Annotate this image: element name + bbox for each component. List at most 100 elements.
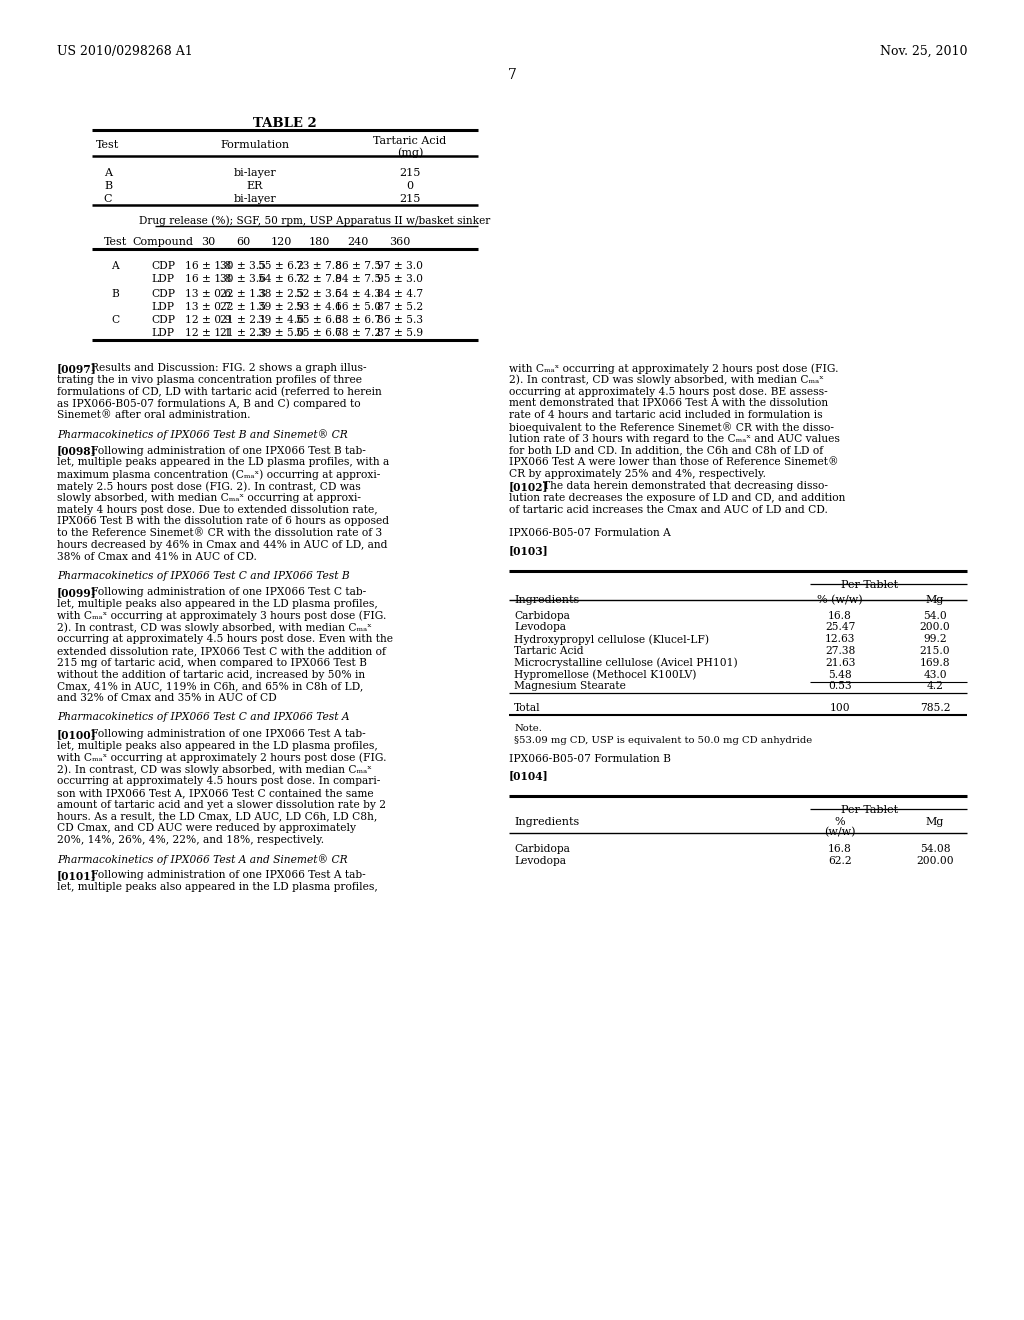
Text: 120: 120 <box>270 238 292 247</box>
Text: let, multiple peaks also appeared in the LD plasma profiles,: let, multiple peaks also appeared in the… <box>57 882 378 892</box>
Text: IPX066 Test A were lower than those of Reference Sinemet®: IPX066 Test A were lower than those of R… <box>509 458 839 467</box>
Text: 84 ± 4.7: 84 ± 4.7 <box>377 289 423 300</box>
Text: Total: Total <box>514 704 541 713</box>
Text: 12.63: 12.63 <box>824 635 855 644</box>
Text: 215.0: 215.0 <box>920 645 950 656</box>
Text: trating the in vivo plasma concentration profiles of three: trating the in vivo plasma concentration… <box>57 375 362 385</box>
Text: [0097]: [0097] <box>57 363 97 374</box>
Text: 21.63: 21.63 <box>824 657 855 668</box>
Text: Drug release (%); SGF, 50 rpm, USP Apparatus II w/basket sinker: Drug release (%); SGF, 50 rpm, USP Appar… <box>139 215 490 226</box>
Text: 16.8: 16.8 <box>828 843 852 854</box>
Text: 43.0: 43.0 <box>924 669 947 680</box>
Text: Pharmacokinetics of IPX066 Test C and IPX066 Test B: Pharmacokinetics of IPX066 Test C and IP… <box>57 570 349 581</box>
Text: 39 ± 2.9: 39 ± 2.9 <box>258 302 304 312</box>
Text: Microcrystalline cellulose (Avicel PH101): Microcrystalline cellulose (Avicel PH101… <box>514 657 737 668</box>
Text: %: % <box>835 817 846 828</box>
Text: 54 ± 6.3: 54 ± 6.3 <box>258 275 304 284</box>
Text: CDP: CDP <box>151 261 175 271</box>
Text: A: A <box>104 168 112 178</box>
Text: let, multiple peaks appeared in the LD plasma profiles, with a: let, multiple peaks appeared in the LD p… <box>57 458 389 467</box>
Text: slowly absorbed, with median Cₘₐˣ occurring at approxi-: slowly absorbed, with median Cₘₐˣ occurr… <box>57 492 361 503</box>
Text: 27.38: 27.38 <box>824 645 855 656</box>
Text: LDP: LDP <box>152 327 174 338</box>
Text: amount of tartaric acid and yet a slower dissolution rate by 2: amount of tartaric acid and yet a slower… <box>57 800 386 809</box>
Text: and 32% of Cmax and 35% in AUC of CD: and 32% of Cmax and 35% in AUC of CD <box>57 693 276 704</box>
Text: 68 ± 6.7: 68 ± 6.7 <box>335 315 381 325</box>
Text: Pharmacokinetics of IPX066 Test A and Sinemet® CR: Pharmacokinetics of IPX066 Test A and Si… <box>57 854 347 865</box>
Text: with Cₘₐˣ occurring at approximately 3 hours post dose (FIG.: with Cₘₐˣ occurring at approximately 3 h… <box>57 611 386 622</box>
Text: 20%, 14%, 26%, 4%, 22%, and 18%, respectively.: 20%, 14%, 26%, 4%, 22%, and 18%, respect… <box>57 836 325 845</box>
Text: [0102]: [0102] <box>509 480 549 492</box>
Text: 95 ± 3.0: 95 ± 3.0 <box>377 275 423 284</box>
Text: Compound: Compound <box>132 238 194 247</box>
Text: 72 ± 7.9: 72 ± 7.9 <box>296 275 342 284</box>
Text: occurring at approximately 4.5 hours post dose. Even with the: occurring at approximately 4.5 hours pos… <box>57 635 393 644</box>
Text: 54.08: 54.08 <box>920 843 950 854</box>
Text: 55 ± 6.7: 55 ± 6.7 <box>296 327 342 338</box>
Text: 30 ± 3.5: 30 ± 3.5 <box>220 261 266 271</box>
Text: Cmax, 41% in AUC, 119% in C6h, and 65% in C8h of LD,: Cmax, 41% in AUC, 119% in C6h, and 65% i… <box>57 681 364 692</box>
Text: 25.47: 25.47 <box>824 623 855 632</box>
Text: 38 ± 2.5: 38 ± 2.5 <box>258 289 304 300</box>
Text: 97 ± 3.0: 97 ± 3.0 <box>377 261 423 271</box>
Text: 4.2: 4.2 <box>927 681 943 692</box>
Text: 39 ± 5.0: 39 ± 5.0 <box>258 327 304 338</box>
Text: Mg: Mg <box>926 817 944 828</box>
Text: 84 ± 7.5: 84 ± 7.5 <box>335 275 381 284</box>
Text: 53 ± 4.1: 53 ± 4.1 <box>296 302 342 312</box>
Text: 215 mg of tartaric acid, when compared to IPX066 Test B: 215 mg of tartaric acid, when compared t… <box>57 657 367 668</box>
Text: Tartaric Acid: Tartaric Acid <box>514 645 584 656</box>
Text: bi-layer: bi-layer <box>233 194 276 205</box>
Text: B: B <box>112 289 119 300</box>
Text: 16 ± 1.8: 16 ± 1.8 <box>184 261 231 271</box>
Text: CDP: CDP <box>151 289 175 300</box>
Text: for both LD and CD. In addition, the C6h and C8h of LD of: for both LD and CD. In addition, the C6h… <box>509 446 823 455</box>
Text: Following administration of one IPX066 Test C tab-: Following administration of one IPX066 T… <box>91 587 367 597</box>
Text: Note.: Note. <box>514 725 542 733</box>
Text: B: B <box>104 181 112 191</box>
Text: son with IPX066 Test A, IPX066 Test C contained the same: son with IPX066 Test A, IPX066 Test C co… <box>57 788 374 797</box>
Text: to the Reference Sinemet® CR with the dissolution rate of 3: to the Reference Sinemet® CR with the di… <box>57 528 382 539</box>
Text: Formulation: Formulation <box>220 140 290 150</box>
Text: 16.8: 16.8 <box>828 611 852 620</box>
Text: Carbidopa: Carbidopa <box>514 843 570 854</box>
Text: 2). In contrast, CD was slowly absorbed, with median Cₘₐˣ: 2). In contrast, CD was slowly absorbed,… <box>509 375 823 385</box>
Text: Carbidopa: Carbidopa <box>514 611 570 620</box>
Text: CD Cmax, and CD AUC were reduced by approximately: CD Cmax, and CD AUC were reduced by appr… <box>57 824 356 833</box>
Text: 21 ± 2.3: 21 ± 2.3 <box>220 327 266 338</box>
Text: rate of 4 hours and tartaric acid included in formulation is: rate of 4 hours and tartaric acid includ… <box>509 411 822 420</box>
Text: formulations of CD, LD with tartaric acid (referred to herein: formulations of CD, LD with tartaric aci… <box>57 387 382 397</box>
Text: [0100]: [0100] <box>57 729 96 739</box>
Text: Sinemet® after oral administration.: Sinemet® after oral administration. <box>57 411 251 420</box>
Text: Following administration of one IPX066 Test A tab-: Following administration of one IPX066 T… <box>91 729 366 739</box>
Text: US 2010/0298268 A1: US 2010/0298268 A1 <box>57 45 193 58</box>
Text: 2). In contrast, CD was slowly absorbed, with median Cₘₐˣ: 2). In contrast, CD was slowly absorbed,… <box>57 623 372 634</box>
Text: 169.8: 169.8 <box>920 657 950 668</box>
Text: Following administration of one IPX066 Test A tab-: Following administration of one IPX066 T… <box>91 870 366 880</box>
Text: 60: 60 <box>236 238 250 247</box>
Text: 66 ± 5.0: 66 ± 5.0 <box>335 302 381 312</box>
Text: Ingredients: Ingredients <box>514 595 580 605</box>
Text: Mg: Mg <box>926 595 944 605</box>
Text: 13 ± 0.7: 13 ± 0.7 <box>185 302 231 312</box>
Text: occurring at approximately 4.5 hours post dose. In compari-: occurring at approximately 4.5 hours pos… <box>57 776 380 785</box>
Text: C: C <box>111 315 119 325</box>
Text: ment demonstrated that IPX066 Test A with the dissolution: ment demonstrated that IPX066 Test A wit… <box>509 399 828 408</box>
Text: maximum plasma concentration (Cₘₐˣ) occurring at approxi-: maximum plasma concentration (Cₘₐˣ) occu… <box>57 469 380 479</box>
Text: ER: ER <box>247 181 263 191</box>
Text: [0099]: [0099] <box>57 587 96 598</box>
Text: extended dissolution rate, IPX066 Test C with the addition of: extended dissolution rate, IPX066 Test C… <box>57 647 386 656</box>
Text: 100: 100 <box>829 704 850 713</box>
Text: Following administration of one IPX066 Test B tab-: Following administration of one IPX066 T… <box>91 446 366 455</box>
Text: bioequivalent to the Reference Sinemet® CR with the disso-: bioequivalent to the Reference Sinemet® … <box>509 422 834 433</box>
Text: Levodopa: Levodopa <box>514 623 566 632</box>
Text: Test: Test <box>103 238 127 247</box>
Text: CR by approximately 25% and 4%, respectively.: CR by approximately 25% and 4%, respecti… <box>509 469 766 479</box>
Text: 7: 7 <box>508 69 516 82</box>
Text: 16 ± 1.8: 16 ± 1.8 <box>184 275 231 284</box>
Text: 30 ± 3.6: 30 ± 3.6 <box>220 275 266 284</box>
Text: as IPX066-B05-07 formulations A, B and C) compared to: as IPX066-B05-07 formulations A, B and C… <box>57 399 360 409</box>
Text: 215: 215 <box>399 168 421 178</box>
Text: 785.2: 785.2 <box>920 704 950 713</box>
Text: 55 ± 6.3: 55 ± 6.3 <box>296 315 342 325</box>
